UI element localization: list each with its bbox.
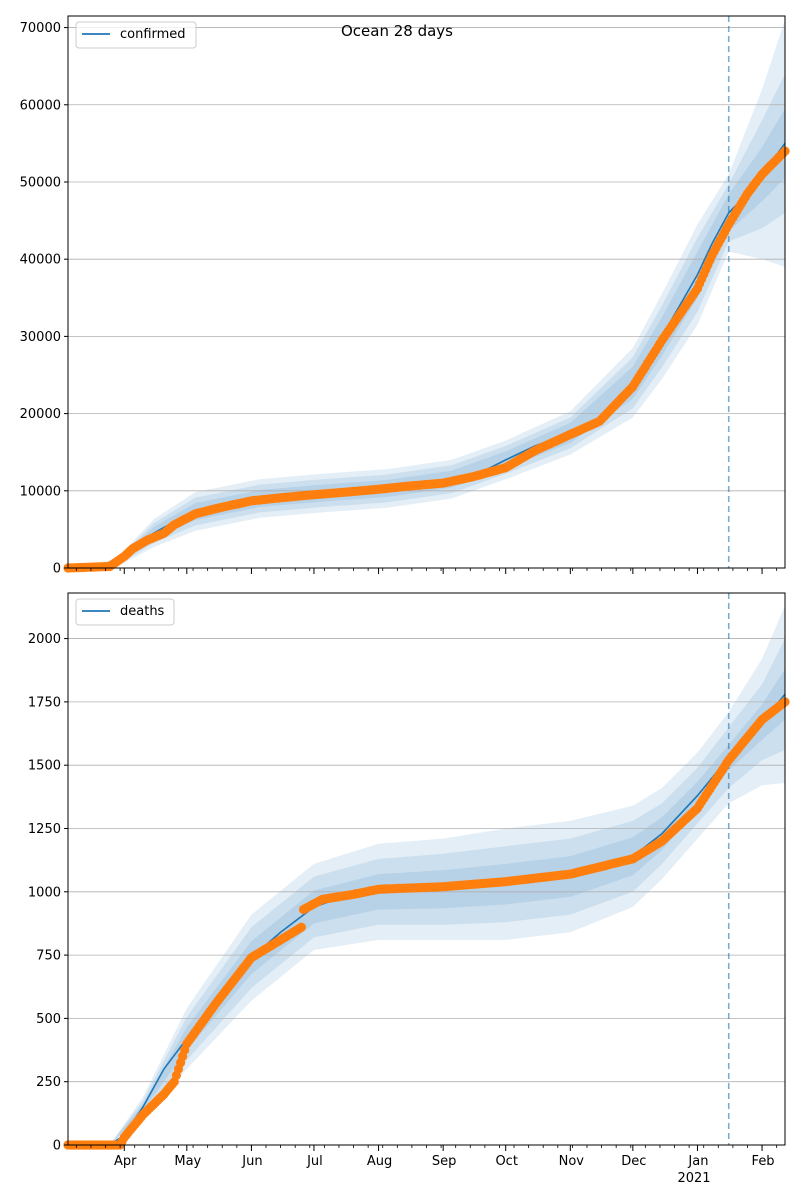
deaths-y-tick-label: 1250 <box>28 822 61 837</box>
deaths-y-tick-label: 2000 <box>28 632 61 647</box>
confirmed-model-line <box>68 142 786 569</box>
confirmed-legend-label: confirmed <box>120 27 186 42</box>
deaths-uncertainty-bands <box>68 605 785 1145</box>
chart-title: Ocean 28 days <box>341 22 453 40</box>
deaths-band-0 <box>68 605 785 1145</box>
confirmed-band-1 <box>68 73 785 569</box>
deaths-x-tick-label: Feb <box>752 1154 775 1169</box>
deaths-x-tick-label: Nov <box>559 1154 585 1169</box>
x-year-label: 2021 <box>677 1171 710 1186</box>
confirmed-y-tick-label: 50000 <box>20 175 61 190</box>
deaths-y-tick-label: 500 <box>36 1012 61 1027</box>
confirmed-uncertainty-bands <box>68 19 785 569</box>
deaths-x-tick-label: Aug <box>367 1154 392 1169</box>
deaths-x-tick-label: Jan <box>687 1154 708 1169</box>
confirmed-observed-points <box>63 146 790 573</box>
deaths-y-tick-label: 250 <box>36 1075 61 1090</box>
deaths-x-tick-label: Oct <box>495 1154 517 1169</box>
confirmed-legend-box <box>75 21 197 49</box>
deaths-y-tick-label: 750 <box>36 949 61 964</box>
confirmed-band-2 <box>68 108 785 568</box>
confirmed-panel: 0 10000 20000 30000 40000 50000 60000 70000 con… <box>20 15 790 577</box>
deaths-x-tick-label: Jun <box>241 1154 262 1169</box>
deaths-x-tick-label: Dec <box>621 1154 646 1169</box>
deaths-panel: 0 250 500 750 1000 1250 1500 1750 2000 Apr May Jun… <box>28 592 790 1186</box>
confirmed-y-tick-label: 40000 <box>20 253 61 268</box>
deaths-band-2 <box>68 669 785 1145</box>
deaths-legend-label: deaths <box>120 604 165 619</box>
deaths-x-tick-label: Sep <box>432 1154 457 1169</box>
deaths-y-axis: 0 250 500 750 1000 1250 1500 1750 2000 <box>28 632 68 1154</box>
confirmed-y-tick-label: 20000 <box>20 407 61 422</box>
deaths-y-tick-label: 1500 <box>28 759 61 774</box>
confirmed-legend: confirmed <box>75 21 197 49</box>
deaths-legend: deaths <box>75 598 175 626</box>
deaths-x-tick-label: Jul <box>306 1154 323 1169</box>
confirmed-band-0 <box>68 19 785 568</box>
deaths-observed-point <box>296 922 306 932</box>
confirmed-y-tick-label: 60000 <box>20 98 61 113</box>
deaths-y-tick-label: 0 <box>53 1139 61 1154</box>
confirmed-y-tick-label: 10000 <box>20 484 61 499</box>
deaths-x-axis: Apr May Jun Jul Aug Sep Oct Nov Dec Jan Feb <box>75 1145 778 1169</box>
deaths-y-tick-label: 1750 <box>28 695 61 710</box>
confirmed-y-tick-label: 70000 <box>20 21 61 36</box>
confirmed-y-tick-label: 0 <box>53 562 61 577</box>
deaths-legend-box <box>75 598 175 626</box>
deaths-y-tick-label: 1000 <box>28 885 61 900</box>
deaths-x-tick-label: May <box>174 1154 201 1169</box>
confirmed-y-axis: 0 10000 20000 30000 40000 50000 60000 70000 <box>20 21 68 577</box>
deaths-x-tick-label: Apr <box>114 1154 137 1169</box>
confirmed-x-axis <box>75 568 778 574</box>
confirmed-y-tick-label: 30000 <box>20 330 61 345</box>
